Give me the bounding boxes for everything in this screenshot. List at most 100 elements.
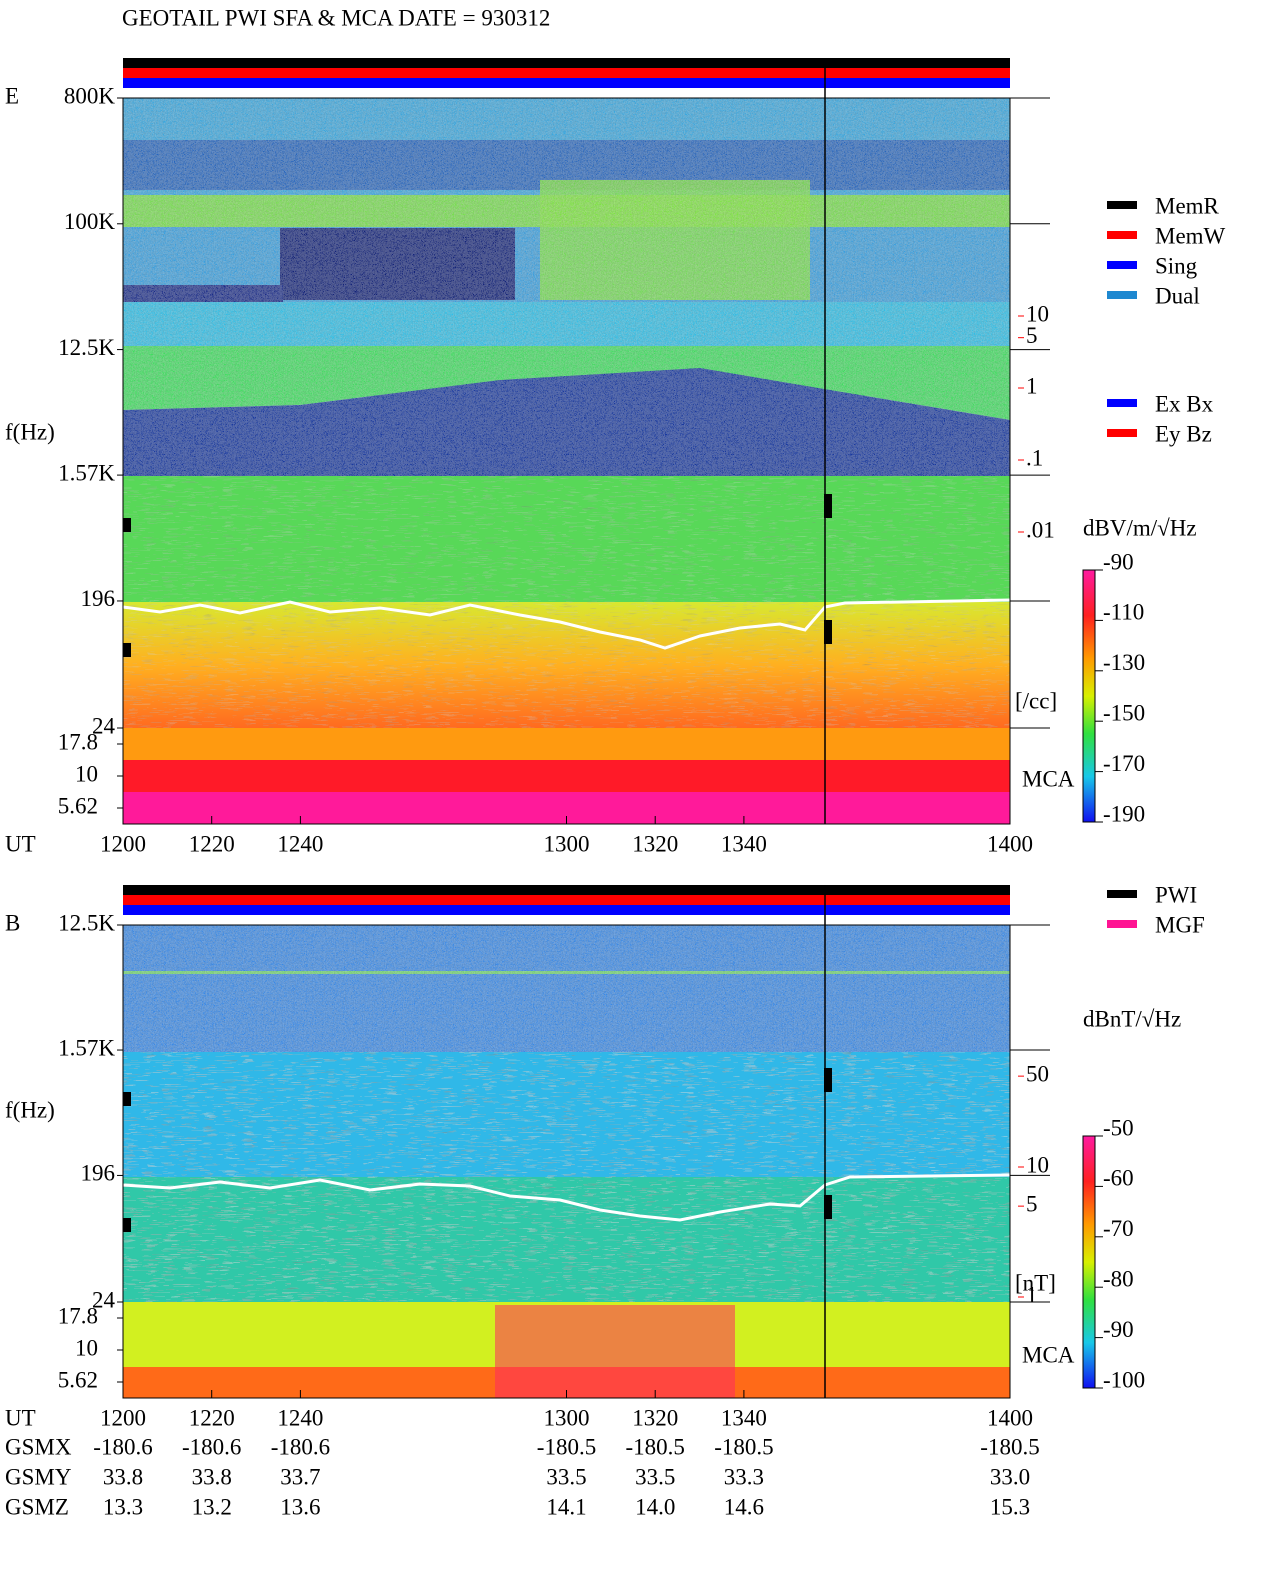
- right-tick-label: 50: [1026, 1061, 1049, 1086]
- density-trace: [122, 598, 1011, 650]
- orbit-value: 33.5: [635, 1464, 675, 1489]
- colorbar-tick-label: -110: [1103, 600, 1144, 625]
- marker: [123, 643, 131, 657]
- status-bar: [123, 905, 1010, 915]
- legend-label: MGF: [1155, 912, 1205, 937]
- legend-label: Dual: [1155, 283, 1200, 308]
- right-tick-label: 10: [1026, 1152, 1049, 1177]
- x-tick-label: 1320: [632, 1405, 678, 1430]
- right-tick-label: 10: [1026, 301, 1049, 326]
- right-tick-label: 5: [1026, 323, 1038, 348]
- orbit-value: -180.5: [625, 1434, 684, 1459]
- orbit-value: 33.3: [724, 1464, 764, 1489]
- colorbar-tick-label: -60: [1103, 1166, 1134, 1191]
- marker: [824, 620, 832, 644]
- x-tick-label: 1300: [544, 831, 590, 856]
- y-tick-label: 800K: [64, 83, 116, 108]
- y-tick-label: 1.57K: [58, 460, 115, 485]
- status-bar: [123, 68, 1010, 78]
- colorbar-tick-label: -80: [1103, 1266, 1134, 1291]
- mca-channel-label: 17.8: [58, 1303, 98, 1328]
- right-tick-label: 1: [1026, 373, 1038, 398]
- y-tick-label: 1.57K: [58, 1035, 115, 1060]
- orbit-value: -180.5: [537, 1434, 596, 1459]
- colorbar-tick-label: -90: [1103, 549, 1134, 574]
- orbit-value: 14.1: [546, 1494, 586, 1519]
- x-tick-label: 1240: [277, 1405, 323, 1430]
- orbit-label: GSMX: [5, 1434, 72, 1459]
- marker: [824, 1195, 832, 1219]
- marker: [824, 1068, 832, 1092]
- colorbar-tick-label: -100: [1103, 1367, 1145, 1392]
- y-tick-label: 196: [81, 1161, 116, 1186]
- orbit-value: 33.0: [990, 1464, 1030, 1489]
- orbit-value: 33.8: [103, 1464, 143, 1489]
- x-tick-label: 1200: [100, 831, 146, 856]
- colorbar-tick-label: -130: [1103, 650, 1145, 675]
- colorbar-tick-label: -70: [1103, 1216, 1134, 1241]
- y-tick-label: 100K: [64, 209, 116, 234]
- marker: [123, 1092, 131, 1106]
- orbit-value: 13.3: [103, 1494, 143, 1519]
- right-axis-unit: [/cc]: [1015, 688, 1057, 713]
- y-tick-label: 12.5K: [58, 335, 115, 360]
- right-axis-unit: [nT]: [1015, 1270, 1056, 1295]
- right-tick-label: 1: [1026, 1282, 1038, 1307]
- legend-label: Ex Bx: [1155, 391, 1214, 416]
- y-axis-label: f(Hz): [5, 419, 55, 444]
- colorbar-tick-label: -190: [1103, 801, 1145, 826]
- status-bar: [123, 78, 1010, 88]
- status-bar: [123, 58, 1010, 68]
- legend-swatch: [1107, 261, 1137, 269]
- orbit-value: 13.2: [192, 1494, 232, 1519]
- mca-channel-label: 10: [75, 1335, 98, 1360]
- orbit-value: -180.6: [93, 1434, 152, 1459]
- right-tick-label: .01: [1026, 517, 1055, 542]
- marker: [824, 494, 832, 518]
- spectrogram-b: [122, 885, 1011, 1399]
- legend-label: Sing: [1155, 253, 1198, 278]
- x-tick-label: 1300: [544, 1405, 590, 1430]
- legend-swatch: [1107, 291, 1137, 299]
- legend-swatch: [1107, 429, 1137, 437]
- panel-label: B: [5, 910, 20, 935]
- x-tick-label: 1200: [100, 1405, 146, 1430]
- colorbar-tick-label: -90: [1103, 1317, 1134, 1342]
- legend-label: MemR: [1155, 193, 1220, 218]
- mca-band: [123, 728, 1010, 760]
- colorbar: [1082, 569, 1096, 823]
- x-axis-label: UT: [5, 1405, 36, 1430]
- title: GEOTAIL PWI SFA & MCA DATE = 930312: [122, 5, 550, 30]
- right-tick-label: .1: [1026, 445, 1043, 470]
- colorbar-label: dBV/m/√Hz: [1083, 515, 1197, 540]
- colorbar-label: dBnT/√Hz: [1083, 1006, 1181, 1031]
- x-tick-label: 1340: [721, 831, 767, 856]
- legend-swatch: [1107, 890, 1137, 898]
- mca-channel-label: 5.62: [58, 793, 98, 818]
- mca-label: MCA: [1022, 766, 1075, 791]
- orbit-value: 14.6: [724, 1494, 764, 1519]
- status-bar: [123, 895, 1010, 905]
- orbit-label: GSMY: [5, 1464, 72, 1489]
- y-tick-label: 24: [92, 1287, 116, 1312]
- spectrogram-e: [122, 58, 1011, 825]
- status-bar: [123, 885, 1010, 895]
- y-tick-label: 196: [81, 586, 116, 611]
- orbit-value: 33.8: [192, 1464, 232, 1489]
- right-tick-label: 5: [1026, 1191, 1038, 1216]
- x-axis-label: UT: [5, 831, 36, 856]
- x-tick-label: 1340: [721, 1405, 767, 1430]
- orbit-value: -180.6: [182, 1434, 241, 1459]
- x-tick-label: 1220: [189, 1405, 235, 1430]
- marker: [123, 1218, 131, 1232]
- mca-label: MCA: [1022, 1342, 1075, 1367]
- orbit-label: GSMZ: [5, 1494, 69, 1519]
- panel-label: E: [5, 83, 19, 108]
- orbit-value: 13.6: [280, 1494, 320, 1519]
- x-tick-label: 1320: [632, 831, 678, 856]
- legend-swatch: [1107, 920, 1137, 928]
- x-tick-label: 1400: [987, 831, 1033, 856]
- orbit-value: 15.3: [990, 1494, 1030, 1519]
- legend-label: MemW: [1155, 223, 1226, 248]
